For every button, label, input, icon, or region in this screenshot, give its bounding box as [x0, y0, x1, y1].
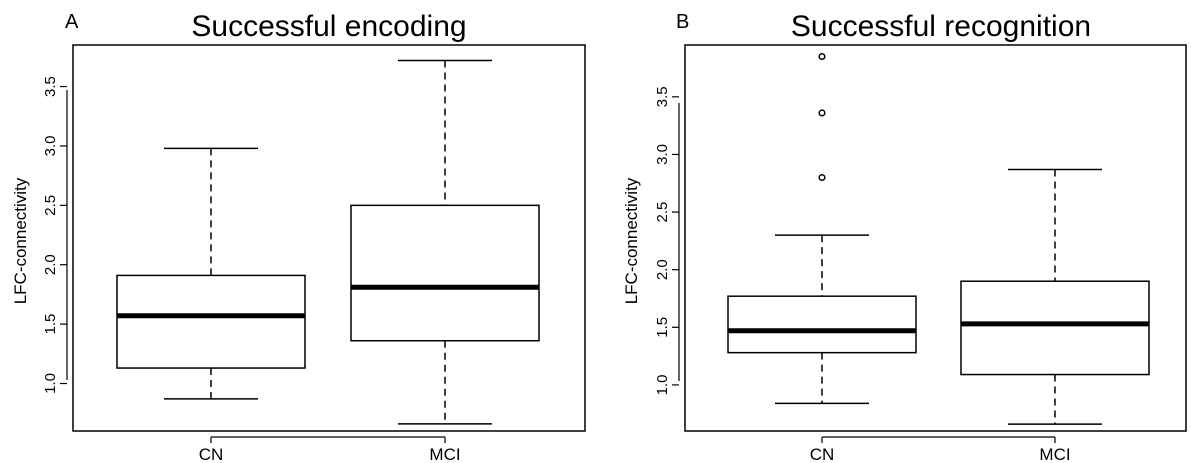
panel-a-y-tick-label: 3.0	[42, 136, 59, 157]
panel-b-y-ticks: 1.0 1.5 2.0 2.5 3.0 3.5	[654, 86, 679, 395]
panel-a-x-ticks: CN MCI	[199, 437, 461, 463]
panel-b-x-tick-label-mci: MCI	[1039, 445, 1070, 463]
panel-a-y-axis-label: LFC-connectivity	[11, 177, 30, 304]
panel-a-mci-box	[350, 204, 540, 342]
panel-a-cn-box	[116, 274, 306, 369]
panel-b-mci-boxplot	[960, 168, 1150, 425]
panel-a-x-tick-label-cn: CN	[199, 445, 224, 463]
panel-b-x-ticks: CN MCI	[810, 437, 1071, 463]
panel-b-cn-boxplot	[727, 52, 917, 405]
panel-b-y-tick-label: 1.5	[654, 317, 671, 338]
panel-a-title: Successful encoding	[191, 10, 466, 43]
panel-a-mci-boxplot	[350, 59, 540, 425]
panel-b-label: B	[676, 11, 689, 33]
panel-b-y-axis-label: LFC-connectivity	[622, 177, 641, 304]
panel-b-cn-outlier	[818, 173, 826, 182]
panel-a-y-tick-label: 2.0	[42, 254, 59, 275]
panel-b-cn-box	[727, 295, 917, 354]
panel-b-title: Successful recognition	[791, 10, 1091, 43]
panel-b-x-tick-label-cn: CN	[810, 445, 835, 463]
panel-b-y-tick-label: 3.5	[654, 86, 671, 107]
panel-b-y-tick-label: 2.5	[654, 202, 671, 223]
panel-b-y-tick-label: 1.0	[654, 374, 671, 395]
panel-a-y-tick-label: 3.5	[42, 76, 59, 97]
panel-a-y-ticks: 1.0 1.5 2.0 2.5 3.0 3.5	[42, 76, 67, 394]
panel-b-mci-box	[960, 280, 1150, 376]
panel-b-cn-outlier	[818, 109, 826, 117]
panel-a-y-tick-label: 1.5	[42, 314, 59, 335]
panel-a-cn-boxplot	[116, 147, 306, 400]
panel-b-boxes	[727, 52, 1150, 425]
panel-a-y-tick-label: 1.0	[42, 373, 59, 394]
panel-a-y-tick-label: 2.5	[42, 195, 59, 216]
panel-a-x-tick-label-mci: MCI	[429, 445, 460, 463]
panel-b-cn-outlier	[818, 52, 826, 61]
panel-b-recognition: B Successful recognition LFC-connectivit…	[622, 10, 1187, 463]
panel-b-plot-frame	[684, 44, 1187, 432]
panel-b-y-tick-label: 3.0	[654, 144, 671, 165]
panel-a-boxes	[116, 59, 540, 425]
panel-a-encoding: A Successful encoding LFC-connectivity 1…	[11, 10, 586, 463]
panel-a-label: A	[65, 11, 79, 33]
panel-b-y-tick-label: 2.0	[654, 259, 671, 280]
panel-a-plot-frame	[72, 44, 586, 432]
